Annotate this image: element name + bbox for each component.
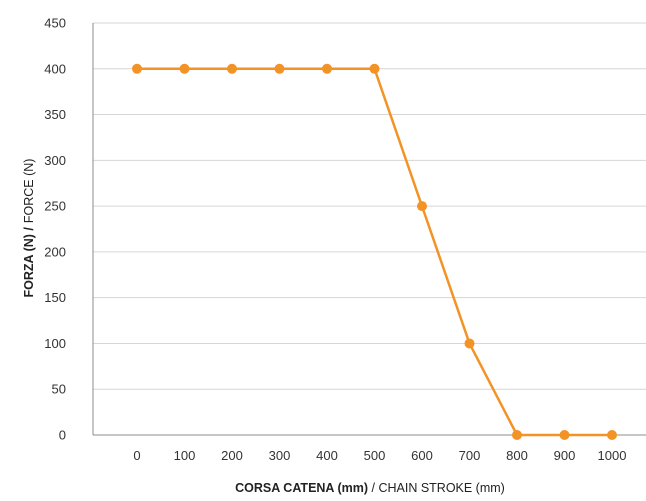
data-point-1000 xyxy=(607,430,617,440)
x-tick-label-300: 300 xyxy=(269,448,291,463)
data-point-500 xyxy=(369,63,380,74)
y-tick-label-250: 250 xyxy=(44,199,66,214)
y-tick-label-100: 100 xyxy=(44,336,66,351)
data-point-600 xyxy=(417,201,427,212)
y-tick-labels: 0 50 100 150 200 250 300 350 400 450 xyxy=(44,16,66,443)
y-tick-label-50: 50 xyxy=(52,382,66,397)
x-tick-labels: 0 100 200 300 400 500 600 700 800 900 1000 xyxy=(133,448,626,463)
data-point-100 xyxy=(179,63,190,74)
x-tick-label-700: 700 xyxy=(459,448,481,463)
x-tick-label-400: 400 xyxy=(316,448,338,463)
data-point-400 xyxy=(322,63,332,74)
x-tick-label-1000: 1000 xyxy=(598,448,627,463)
grid-lines xyxy=(93,22,646,390)
x-tick-label-0: 0 xyxy=(133,448,140,463)
data-point-700 xyxy=(464,338,475,349)
x-tick-label-900: 900 xyxy=(554,448,576,463)
y-tick-label-200: 200 xyxy=(44,244,66,259)
x-axis-title: CORSA CATENA (mm) / CHAIN STROKE (mm) xyxy=(235,481,505,495)
axes xyxy=(92,23,646,436)
data-point-800 xyxy=(512,430,522,440)
y-axis-title: FORZA (N) /FORCE (N) xyxy=(22,159,36,298)
y-tick-label-150: 150 xyxy=(44,290,66,305)
series xyxy=(132,63,617,440)
y-tick-label-450: 450 xyxy=(44,16,66,31)
y-tick-label-400: 400 xyxy=(44,61,66,76)
data-point-900 xyxy=(559,430,570,440)
y-tick-label-350: 350 xyxy=(44,107,66,122)
y-tick-label-0: 0 xyxy=(59,428,66,443)
data-point-300 xyxy=(274,63,285,74)
x-tick-label-100: 100 xyxy=(174,448,196,463)
x-tick-label-200: 200 xyxy=(221,448,243,463)
y-tick-label-300: 300 xyxy=(44,153,66,168)
x-tick-label-800: 800 xyxy=(506,448,528,463)
data-point-200 xyxy=(227,63,237,74)
x-tick-label-500: 500 xyxy=(364,448,386,463)
data-point-0 xyxy=(132,63,142,74)
x-tick-label-600: 600 xyxy=(411,448,433,463)
